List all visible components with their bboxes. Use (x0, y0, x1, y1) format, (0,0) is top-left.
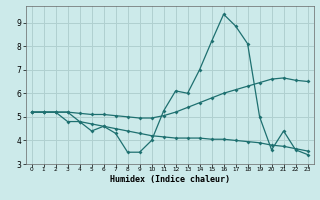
X-axis label: Humidex (Indice chaleur): Humidex (Indice chaleur) (109, 175, 230, 184)
